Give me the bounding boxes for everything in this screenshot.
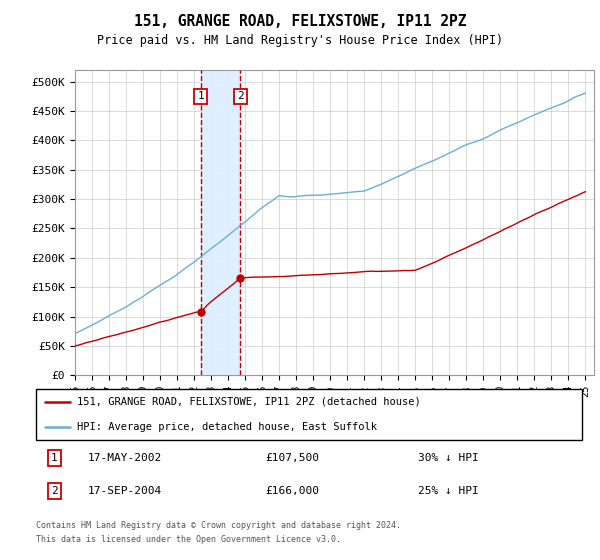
Text: HPI: Average price, detached house, East Suffolk: HPI: Average price, detached house, East… bbox=[77, 422, 377, 432]
Text: 17-SEP-2004: 17-SEP-2004 bbox=[88, 486, 162, 496]
Text: £107,500: £107,500 bbox=[265, 453, 319, 463]
Text: Price paid vs. HM Land Registry's House Price Index (HPI): Price paid vs. HM Land Registry's House … bbox=[97, 34, 503, 46]
Text: 1: 1 bbox=[197, 91, 204, 101]
Text: 30% ↓ HPI: 30% ↓ HPI bbox=[418, 453, 479, 463]
Text: £166,000: £166,000 bbox=[265, 486, 319, 496]
Text: This data is licensed under the Open Government Licence v3.0.: This data is licensed under the Open Gov… bbox=[36, 534, 341, 544]
Text: 2: 2 bbox=[237, 91, 244, 101]
Text: 2: 2 bbox=[50, 486, 58, 496]
Text: 151, GRANGE ROAD, FELIXSTOWE, IP11 2PZ: 151, GRANGE ROAD, FELIXSTOWE, IP11 2PZ bbox=[134, 14, 466, 29]
Bar bbox=[200, 70, 241, 375]
Text: Contains HM Land Registry data © Crown copyright and database right 2024.: Contains HM Land Registry data © Crown c… bbox=[36, 521, 401, 530]
Text: 151, GRANGE ROAD, FELIXSTOWE, IP11 2PZ (detached house): 151, GRANGE ROAD, FELIXSTOWE, IP11 2PZ (… bbox=[77, 397, 421, 407]
Text: 17-MAY-2002: 17-MAY-2002 bbox=[88, 453, 162, 463]
Text: 1: 1 bbox=[50, 453, 58, 463]
Text: 25% ↓ HPI: 25% ↓ HPI bbox=[418, 486, 479, 496]
